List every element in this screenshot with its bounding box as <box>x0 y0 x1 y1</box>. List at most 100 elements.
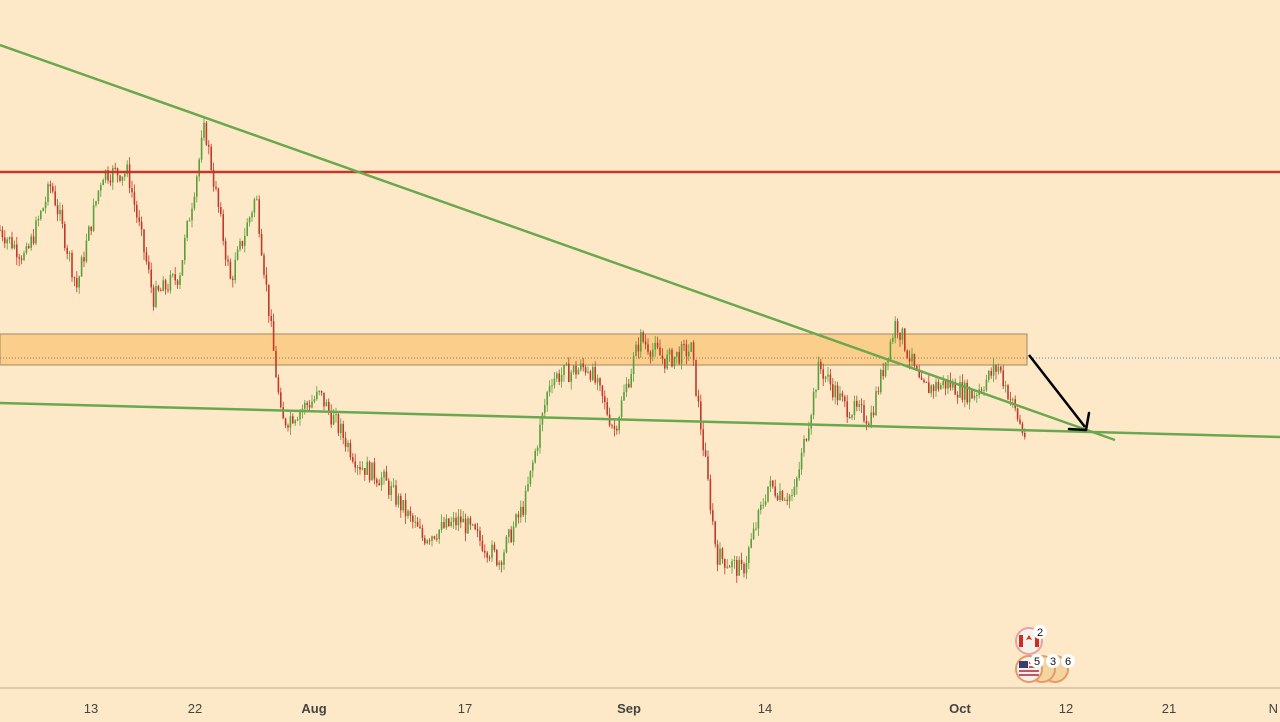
resistance-zone[interactable] <box>0 333 1028 366</box>
descending-trendline[interactable] <box>0 43 1116 442</box>
candle-body <box>935 381 937 392</box>
candle-body <box>548 385 551 393</box>
candle-body <box>827 374 829 377</box>
candle-body <box>560 375 563 382</box>
candle-body <box>721 548 724 559</box>
candle-body <box>666 354 668 369</box>
candle-body <box>508 529 510 537</box>
candle-body <box>181 260 184 276</box>
candle-body <box>443 522 445 528</box>
candle-body <box>409 510 412 516</box>
candle-body <box>208 144 210 147</box>
projection-arrow[interactable] <box>1028 354 1091 432</box>
candle-body <box>366 461 368 475</box>
candle-body <box>16 244 18 258</box>
candle-body <box>90 226 92 231</box>
candle-body <box>104 170 107 180</box>
candle-body <box>781 490 784 501</box>
candle-body <box>400 495 402 511</box>
candle-body <box>748 547 750 563</box>
candle-body <box>119 175 121 181</box>
candle-body <box>712 510 714 522</box>
candle-body <box>702 429 704 451</box>
canada-event-marker[interactable]: 2 <box>1015 625 1047 655</box>
candle-body <box>755 528 757 530</box>
candle-body <box>952 382 954 388</box>
candle-body <box>829 374 832 385</box>
candle-body <box>596 378 599 383</box>
candle-body <box>164 280 167 290</box>
candle-body <box>253 199 256 213</box>
candle-body <box>580 363 582 370</box>
candle-body <box>100 185 102 191</box>
economic-events[interactable]: 2 5 3 6 <box>1015 625 1075 683</box>
candle-body <box>832 384 834 398</box>
maple-leaf-icon <box>1026 635 1032 645</box>
candle-body <box>944 381 947 389</box>
candle-body <box>150 269 152 288</box>
us-count-badge <box>1046 654 1060 668</box>
candle-body <box>961 382 964 400</box>
time-tick-label: 13 <box>84 701 98 716</box>
candle-body <box>325 401 328 407</box>
candle-body <box>251 212 253 218</box>
candle-body <box>277 377 280 393</box>
candle-body <box>299 411 301 420</box>
candle-body <box>932 385 935 392</box>
us-flag-canton <box>1019 661 1028 668</box>
candle-body <box>594 367 596 383</box>
candle-body <box>503 552 505 565</box>
candle-body <box>217 188 220 208</box>
time-axis[interactable]: 13 22 Aug 17 Sep 14 Oct 12 21 N <box>84 701 1278 716</box>
candle-body <box>558 373 560 382</box>
candle-body <box>1021 423 1024 433</box>
candle-body <box>673 356 676 367</box>
candle-body <box>860 404 863 406</box>
arrow-shaft <box>1028 354 1086 428</box>
candle-body <box>618 416 620 431</box>
candle-body <box>332 415 335 425</box>
us-event-marker[interactable]: 5 3 6 <box>1015 654 1075 683</box>
candle-body <box>284 418 287 426</box>
candle-body <box>335 414 337 416</box>
candle-body <box>654 342 656 350</box>
candle-body <box>582 363 584 368</box>
candle-body <box>805 438 808 441</box>
candle-body <box>304 402 306 409</box>
candle-body <box>1 229 4 238</box>
candle-body <box>750 538 752 548</box>
candle-body <box>906 350 908 358</box>
candle-body <box>383 471 385 478</box>
candle-body <box>128 164 131 189</box>
candle-body <box>584 367 587 373</box>
candle-body <box>445 518 448 528</box>
candle-body <box>328 401 330 411</box>
support-trendline[interactable] <box>0 401 1280 439</box>
candle-body <box>836 385 839 401</box>
candle-body <box>606 402 608 415</box>
candle-body <box>863 405 865 422</box>
candle-body <box>652 349 654 357</box>
candle-body <box>196 176 198 197</box>
candle-body <box>546 392 548 406</box>
candle-body <box>520 506 522 518</box>
candle-body <box>856 400 858 407</box>
candle-body <box>680 344 683 364</box>
candle-body <box>990 370 992 376</box>
us-count: 6 <box>1065 656 1071 668</box>
candle-body <box>452 517 455 522</box>
candle-body <box>731 561 733 568</box>
candle-body <box>215 186 217 189</box>
candle-body <box>524 490 527 515</box>
candle-body <box>760 504 762 511</box>
candle-body <box>268 284 270 317</box>
candle-body <box>236 249 239 260</box>
candle-body <box>246 222 248 236</box>
candle-body <box>656 342 659 348</box>
candle-body <box>232 278 234 281</box>
candle-body <box>244 235 246 246</box>
candle-body <box>822 369 824 379</box>
candle-body <box>896 321 899 333</box>
